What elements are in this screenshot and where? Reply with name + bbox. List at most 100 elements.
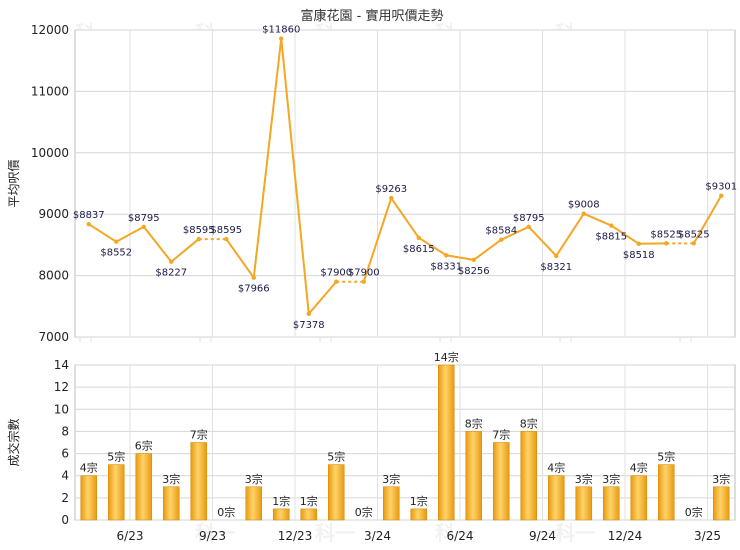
count-data-label: 4宗 xyxy=(630,461,648,475)
price-data-label: $8256 xyxy=(458,266,490,277)
price-line-segment xyxy=(225,238,255,279)
count-bar xyxy=(437,364,455,521)
count-bar xyxy=(107,464,125,521)
bar-y-tick-label: 12 xyxy=(54,380,69,394)
price-data-label: $9263 xyxy=(375,184,407,195)
price-line-segment xyxy=(390,197,420,239)
count-data-label: 3宗 xyxy=(245,472,263,486)
count-bar xyxy=(300,508,318,521)
bar-y-tick-label: 6 xyxy=(61,447,69,461)
price-point xyxy=(334,279,339,284)
price-data-label: $7900 xyxy=(348,268,380,279)
count-bar xyxy=(602,486,620,521)
bar-y-tick-label: 8 xyxy=(61,424,69,438)
price-point xyxy=(279,36,284,41)
price-data-label: $8525 xyxy=(650,229,682,240)
count-bar xyxy=(410,508,428,521)
price-data-label: $7378 xyxy=(293,320,325,331)
price-data-label: $9008 xyxy=(568,200,600,211)
line-y-tick-label: 12000 xyxy=(31,23,69,37)
price-line-segment xyxy=(583,212,612,227)
price-data-label: $9301 xyxy=(705,182,737,193)
price-line-segment xyxy=(362,197,393,283)
count-bar xyxy=(575,486,593,521)
count-data-label: 3宗 xyxy=(162,472,180,486)
price-point xyxy=(691,241,696,246)
price-point xyxy=(306,311,311,316)
count-bar xyxy=(327,464,345,521)
price-point xyxy=(471,257,476,263)
count-data-label: 5宗 xyxy=(657,450,675,464)
price-point xyxy=(141,224,146,229)
price-data-label: $11860 xyxy=(262,25,300,36)
price-data-label: $8815 xyxy=(595,232,627,243)
count-data-label: 3宗 xyxy=(712,472,730,486)
price-data-label: $7900 xyxy=(320,268,352,279)
count-data-label: 0宗 xyxy=(355,505,373,519)
count-data-label: 5宗 xyxy=(107,450,125,464)
count-data-label: 4宗 xyxy=(547,461,565,475)
watermark-text: 科一 xyxy=(195,521,235,545)
price-line-segment xyxy=(555,213,585,257)
price-data-label: $8595 xyxy=(210,225,242,236)
watermark-text: 科一 xyxy=(555,521,595,545)
x-tick-label: 12/24 xyxy=(608,529,643,543)
price-point xyxy=(416,235,421,241)
x-tick-label: 6/23 xyxy=(117,529,144,543)
price-point xyxy=(636,241,641,246)
price-data-label: $8525 xyxy=(678,229,710,240)
price-data-label: $8331 xyxy=(430,261,462,272)
x-tick-label: 6/24 xyxy=(447,529,474,543)
price-data-label: $8615 xyxy=(403,244,435,255)
price-line-segment xyxy=(88,223,117,243)
price-data-label: $8227 xyxy=(155,268,187,279)
line-y-tick-label: 10000 xyxy=(31,146,69,160)
count-data-label: 3宗 xyxy=(575,472,593,486)
price-data-label: $8518 xyxy=(623,250,655,261)
line-y-tick-label: 8000 xyxy=(38,269,69,283)
count-data-label: 0宗 xyxy=(217,505,235,519)
watermark-text: 科一 xyxy=(315,521,355,545)
line-panel: 7000 8000 9000 10000 11000 12000 平均呎價 $8837 $855… xyxy=(7,23,737,344)
price-line-segment xyxy=(418,236,447,257)
count-data-label: 3宗 xyxy=(382,472,400,486)
price-point xyxy=(86,222,91,227)
bar-y-tick-label: 4 xyxy=(61,469,69,483)
x-tick-label: 9/23 xyxy=(199,529,226,543)
price-data-label: $8837 xyxy=(73,210,105,221)
count-bar xyxy=(135,453,153,521)
price-line-segment xyxy=(528,226,557,257)
price-point xyxy=(114,239,119,244)
price-point xyxy=(526,224,531,229)
bar-y-tick-label: 0 xyxy=(61,513,69,527)
price-point xyxy=(444,253,449,258)
bar-y-tick-label: 10 xyxy=(54,402,69,416)
count-data-label: 1宗 xyxy=(272,494,290,508)
count-data-label: 5宗 xyxy=(327,450,345,464)
count-bar xyxy=(272,508,290,521)
count-bar xyxy=(630,475,648,521)
price-line-segment xyxy=(142,226,173,263)
price-line-segment xyxy=(307,281,338,315)
count-bar xyxy=(520,431,538,521)
chart-title: 富康花園 - 實用呎價走勢 xyxy=(301,8,444,24)
price-point xyxy=(609,223,614,228)
count-bar xyxy=(492,442,510,521)
price-point xyxy=(169,259,174,264)
count-data-label: 1宗 xyxy=(410,494,428,508)
count-bar xyxy=(80,475,98,521)
count-data-label: 1宗 xyxy=(300,494,318,508)
price-line-segment xyxy=(252,38,283,278)
price-data-label: $8321 xyxy=(540,262,572,273)
count-bar xyxy=(382,486,400,521)
price-point xyxy=(664,241,669,246)
price-point xyxy=(389,195,394,201)
x-tick-label: 3/24 xyxy=(364,529,391,543)
price-line-segment xyxy=(115,225,145,243)
count-data-label: 7宗 xyxy=(190,428,208,442)
count-data-label: 7宗 xyxy=(492,428,510,442)
price-line-segment xyxy=(446,254,474,261)
count-data-label: 14宗 xyxy=(434,350,459,364)
